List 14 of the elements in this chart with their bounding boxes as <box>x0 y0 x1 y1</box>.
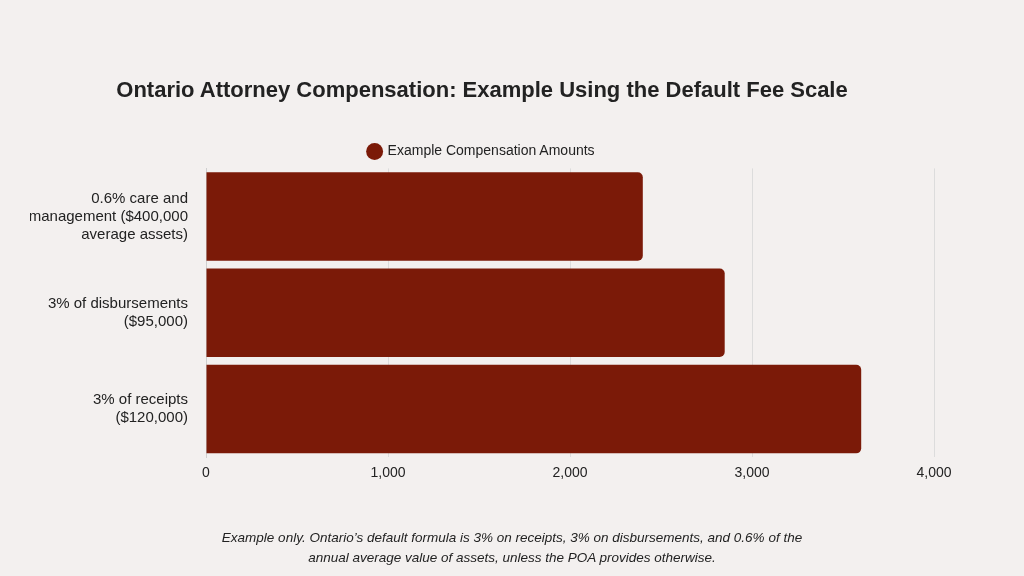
bar <box>206 172 643 261</box>
bar <box>206 268 725 358</box>
x-tick-label: 2,000 <box>552 464 588 481</box>
text: Example only. Ontario’s default formula is 3% on receipts, 3% on disbursements, and 0.6% of the annual average value of assets, unless the POA provides otherwise. <box>221 529 803 565</box>
x-tick-label: 4,000 <box>916 464 952 481</box>
bar <box>206 364 862 454</box>
x-tick-label: 0 <box>202 464 211 481</box>
x-tick-label: 3,000 <box>734 464 770 481</box>
legend-label: Example Compensation Amounts <box>387 142 595 159</box>
x-tick-label: 1,000 <box>370 464 406 481</box>
chart-title: Ontario Attorney Compensation: Example Using the Default Fee Scale <box>116 77 848 103</box>
y-tick-label: 3% of disbursements ($95,000) <box>47 293 188 329</box>
y-tick-label: 3% of receipts ($120,000) <box>92 390 188 426</box>
y-tick-label: 0.6% care and management ($400,000 average assets) <box>28 188 188 242</box>
